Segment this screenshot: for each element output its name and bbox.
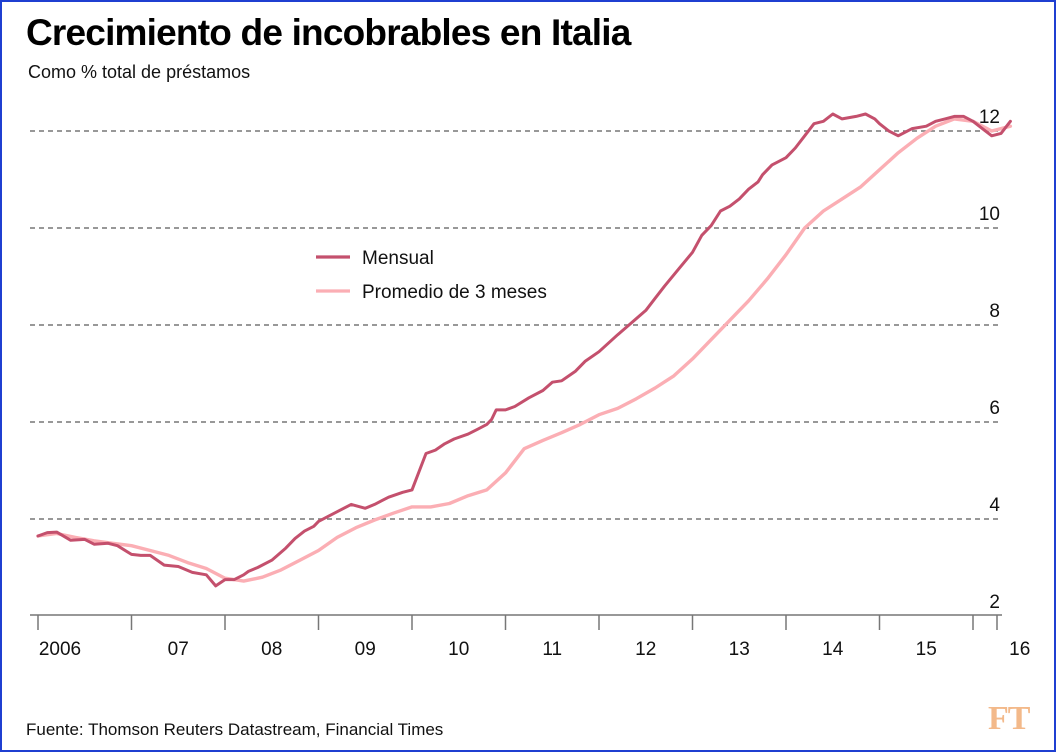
x-tick-label-2006: 2006 xyxy=(39,639,81,660)
y-tick-label-12: 12 xyxy=(979,107,1000,128)
legend-label-mensual: Mensual xyxy=(362,248,434,269)
x-tick-label-16: 16 xyxy=(1009,639,1030,660)
legend-label-promedio: Promedio de 3 meses xyxy=(362,282,547,303)
y-tick-label-2: 2 xyxy=(989,592,1000,613)
y-tick-label-10: 10 xyxy=(979,204,1000,225)
x-tick-label-10: 10 xyxy=(448,639,469,660)
source-note: Fuente: Thomson Reuters Datastream, Fina… xyxy=(26,720,444,739)
x-tick-label-15: 15 xyxy=(916,639,937,660)
gridlines xyxy=(30,130,1002,520)
x-tick-label-14: 14 xyxy=(822,639,844,660)
x-tick-label-08: 08 xyxy=(261,639,282,660)
legend: Mensual Promedio de 3 meses xyxy=(316,248,547,303)
x-tick-label-12: 12 xyxy=(635,639,656,660)
chart-title: Crecimiento de incobrables en Italia xyxy=(26,12,631,53)
x-tick-label-11: 11 xyxy=(542,639,562,660)
chart-subtitle: Como % total de préstamos xyxy=(28,62,251,82)
series-lines xyxy=(36,112,1013,588)
x-tick-label-07: 07 xyxy=(168,639,189,660)
x-tick-label-13: 13 xyxy=(729,639,750,660)
x-tick-label-09: 09 xyxy=(355,639,376,660)
x-axis xyxy=(30,614,1002,630)
y-axis-labels: 2 4 6 8 10 12 xyxy=(979,107,1001,613)
x-axis-labels: 2006 07 08 09 10 11 12 13 14 15 16 xyxy=(39,639,1030,660)
series-line-promedio xyxy=(36,117,1013,583)
y-tick-label-6: 6 xyxy=(989,398,1000,419)
y-tick-label-8: 8 xyxy=(989,301,1000,322)
y-tick-label-4: 4 xyxy=(989,495,1000,516)
ft-logo: FT xyxy=(988,700,1030,737)
series-line-mensual xyxy=(36,112,1012,588)
